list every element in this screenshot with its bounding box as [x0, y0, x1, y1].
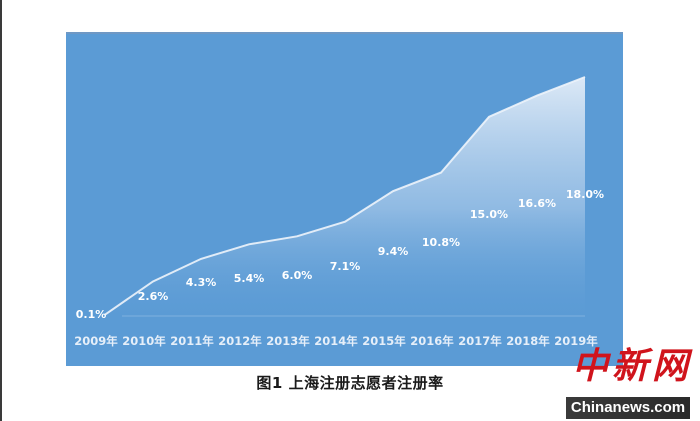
x-tick-label: 2012年 [218, 334, 262, 348]
data-label: 7.1% [330, 260, 361, 273]
data-label: 18.0% [566, 188, 604, 201]
x-tick-label: 2010年 [122, 334, 166, 348]
data-labels: 0.1% 2.6% 4.3% 5.4% 6.0% 7.1% 9.4% 10.8% 15.0% 16… [76, 188, 604, 321]
x-tick-label: 2019年 [554, 334, 598, 348]
chart-caption: 图1 上海注册志愿者注册率 [256, 374, 444, 392]
x-tick-label: 2015年 [362, 334, 406, 348]
data-label: 2.6% [138, 290, 169, 303]
x-tick-label: 2014年 [314, 334, 358, 348]
chart-panel-edge [66, 32, 623, 34]
drop-lines [152, 77, 586, 286]
x-tick-label: 2013年 [266, 334, 310, 348]
page-left-border [0, 0, 2, 421]
data-label: 9.4% [378, 245, 409, 258]
x-tick-label: 2016年 [410, 334, 454, 348]
x-tick-label: 2017年 [458, 334, 502, 348]
x-axis-tick-labels: 2009年 2010年 2011年 2012年 2013年 2014年 2015年 2016年… [74, 334, 598, 348]
chinanews-logo-en: Chinanews.com [566, 397, 690, 419]
data-label: 16.6% [518, 197, 556, 210]
x-tick-label: 2009年 [74, 334, 118, 348]
x-tick-label: 2011年 [170, 334, 214, 348]
area-fill [105, 77, 585, 316]
data-label: 0.1% [76, 308, 107, 321]
data-label: 6.0% [282, 269, 313, 282]
x-tick-label: 2018年 [506, 334, 550, 348]
area-series [104, 76, 586, 316]
data-label: 5.4% [234, 272, 265, 285]
chinanews-logo-cn: 中新网 [572, 345, 693, 387]
data-label: 15.0% [470, 208, 508, 221]
data-label: 10.8% [422, 236, 460, 249]
data-label: 4.3% [186, 276, 217, 289]
